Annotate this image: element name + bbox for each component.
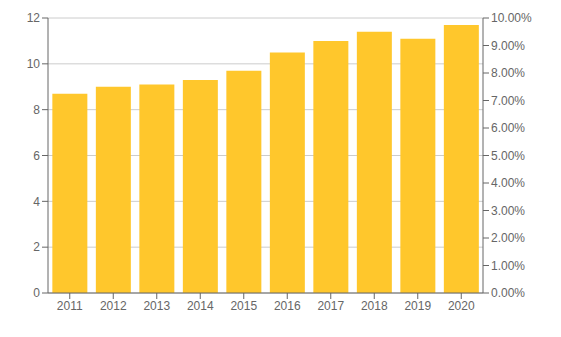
svg-text:0: 0 (33, 286, 40, 300)
svg-text:8.00%: 8.00% (491, 66, 525, 80)
svg-text:10: 10 (27, 57, 41, 71)
svg-text:12: 12 (27, 11, 41, 25)
svg-text:6.00%: 6.00% (491, 121, 525, 135)
svg-text:3.00%: 3.00% (491, 204, 525, 218)
svg-text:8: 8 (33, 103, 40, 117)
svg-text:4: 4 (33, 195, 40, 209)
svg-text:2016: 2016 (274, 299, 301, 313)
svg-text:2015: 2015 (230, 299, 257, 313)
svg-text:4.00%: 4.00% (491, 176, 525, 190)
svg-text:1.00%: 1.00% (491, 259, 525, 273)
svg-text:9.00%: 9.00% (491, 39, 525, 53)
svg-text:2018: 2018 (361, 299, 388, 313)
svg-text:6: 6 (33, 149, 40, 163)
svg-text:2012: 2012 (100, 299, 127, 313)
svg-text:2019: 2019 (404, 299, 431, 313)
svg-text:2020: 2020 (448, 299, 475, 313)
svg-text:7.00%: 7.00% (491, 94, 525, 108)
svg-text:2014: 2014 (187, 299, 214, 313)
svg-text:2013: 2013 (143, 299, 170, 313)
svg-text:2017: 2017 (317, 299, 344, 313)
svg-text:0.00%: 0.00% (491, 286, 525, 300)
svg-text:2011: 2011 (57, 299, 83, 313)
svg-text:2: 2 (33, 240, 40, 254)
svg-text:2.00%: 2.00% (491, 231, 525, 245)
svg-text:10.00%: 10.00% (491, 11, 532, 25)
svg-text:5.00%: 5.00% (491, 149, 525, 163)
